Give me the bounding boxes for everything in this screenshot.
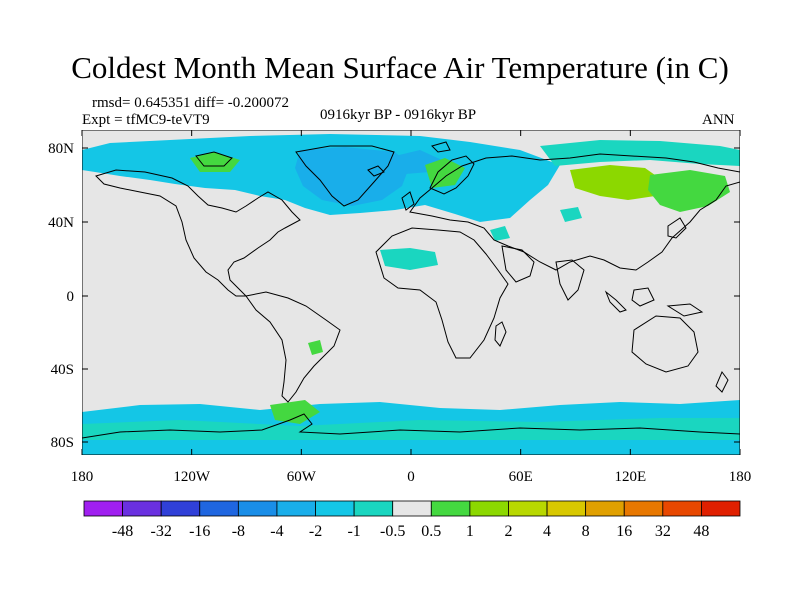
british-isles-coast: [401, 191, 415, 211]
africa-coast: [375, 227, 509, 359]
iceland-coast: [367, 165, 385, 177]
colorbar-label: -8: [232, 523, 245, 540]
colorbar-swatch: [546, 500, 587, 517]
siberia-cool-band: [540, 140, 740, 166]
colorbar-label: -4: [270, 523, 283, 540]
new-zealand-coast: [715, 371, 729, 393]
colorbar-label: 32: [655, 523, 671, 540]
colorbar-label: -16: [189, 523, 210, 540]
east-asia-warm-region: [648, 170, 730, 212]
madagascar-coast: [494, 321, 507, 347]
lon-label: 60W: [287, 469, 317, 485]
longitude-axis: 180 120W 60W 0 60E 120E 180: [71, 130, 752, 485]
lat-label: 80S: [51, 435, 74, 451]
colorbar-swatch: [353, 500, 394, 517]
borneo-coast: [631, 287, 655, 307]
colorbar-label: 8: [582, 523, 590, 540]
europe-cool-patch: [490, 226, 510, 241]
pacific-cool-patch: [560, 207, 582, 222]
colorbar-swatch: [469, 500, 509, 517]
lon-label: 60E: [509, 469, 533, 485]
map-title: Coldest Month Mean Surface Air Temperatu…: [71, 50, 729, 85]
greenland-cool-region: [295, 147, 410, 206]
coastlines: [82, 141, 740, 439]
india-coast: [555, 259, 585, 301]
colorbar-swatch: [623, 500, 664, 517]
lat-label: 80N: [48, 141, 74, 157]
scandinavia-warm-region: [425, 158, 465, 188]
south-america-coast: [245, 291, 341, 403]
australia-coast: [631, 315, 699, 373]
colorbar-swatch: [199, 500, 239, 517]
temperature-anomaly-fill: [82, 134, 740, 455]
colorbar-swatch: [392, 500, 432, 517]
lat-label: 40N: [48, 215, 74, 231]
mid-atlantic-cool-patch: [380, 248, 438, 270]
colorbar-swatch: [83, 500, 123, 517]
colorbar-swatch: [276, 500, 316, 517]
antarctica-coast: [82, 413, 740, 439]
colorbar: -48 -32 -16 -8 -4 -2 -1 -0.5 0.5 1 2 4 8 16 32 48: [83, 500, 741, 540]
lat-label: 40S: [51, 362, 74, 378]
greenland-coast: [295, 145, 395, 207]
colorbar-swatch: [160, 500, 201, 517]
latitude-axis: 80N 40N 0 40S 80S: [48, 141, 740, 451]
colorbar-label: -48: [112, 523, 133, 540]
lat-label: 0: [67, 289, 75, 305]
colorbar-swatch: [122, 500, 162, 517]
southern-ocean-light-band: [82, 418, 740, 440]
colorbar-label: 0.5: [421, 523, 441, 540]
colorbar-swatch: [585, 500, 625, 517]
colorbar-label: -1: [347, 523, 360, 540]
argentina-warm-patch: [308, 340, 323, 355]
arabia-coast: [501, 245, 535, 283]
colorbar-swatch: [662, 500, 702, 517]
scandinavia-coast: [429, 155, 475, 195]
new-guinea-coast: [666, 303, 704, 317]
colorbar-label: 16: [616, 523, 632, 540]
colorbar-swatch: [701, 500, 741, 517]
japan-coast: [667, 217, 687, 239]
colorbar-label: 4: [543, 523, 551, 540]
sumatra-coast: [604, 290, 627, 313]
lon-label: 120E: [614, 469, 646, 485]
map-panel: [82, 130, 740, 455]
colorbar-label: -32: [151, 523, 172, 540]
colorbar-label: 2: [504, 523, 512, 540]
svalbard-coast: [431, 141, 451, 153]
eurasia-coast: [409, 153, 740, 271]
lon-label: 180: [729, 469, 752, 485]
colorbar-swatch: [430, 500, 471, 517]
period-label: 0916kyr BP - 0916kyr BP: [320, 107, 477, 123]
colorbar-label: 1: [466, 523, 474, 540]
colorbar-swatch: [315, 500, 355, 517]
lon-label: 120W: [173, 469, 211, 485]
arctic-archipelago-coast: [195, 151, 233, 167]
colorbar-swatch: [237, 500, 278, 517]
colorbar-label: -2: [309, 523, 322, 540]
colorbar-label: 48: [693, 523, 709, 540]
lon-label: 180: [71, 469, 94, 485]
lon-label: 0: [407, 469, 415, 485]
north-america-coast: [95, 169, 301, 297]
colorbar-swatch: [508, 500, 548, 517]
colorbar-label: -0.5: [380, 523, 405, 540]
eastern-siberia-warm-region: [570, 165, 662, 200]
season-label: ANN: [702, 112, 735, 128]
stats-text: rmsd= 0.645351 diff= -0.200072: [92, 95, 290, 111]
experiment-label: Expt = tfMC9-teVT9: [82, 112, 210, 128]
